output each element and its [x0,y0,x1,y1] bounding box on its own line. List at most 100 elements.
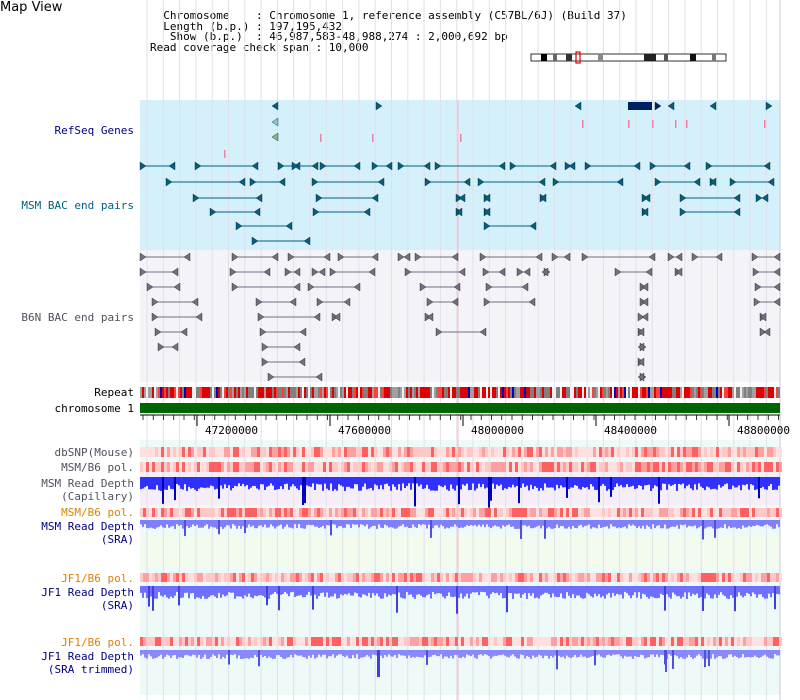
msm-sra-depth-bar [380,520,382,528]
jf1-sra-depth-bar [748,586,750,594]
msm-capillary-depth-bar [404,477,406,488]
msm-b6-pol-heat-cell [407,462,410,472]
jf1-b6-pol-heat-cell [494,573,497,582]
jf1-b6-pol-heat-cell [533,573,536,582]
msm-sra-depth-bar [674,520,676,527]
msm-capillary-depth-bar [218,477,220,499]
jf1-b6-pol-heat-cell [719,573,722,582]
repeat-segment [402,387,404,398]
jf1-sra-depth-bar [204,586,206,599]
jf1-b6-pol-trimmed-heat-cell [632,637,635,646]
jf1-b6-pol-heat-cell [476,573,479,582]
msm-sra-depth-bar [368,520,370,529]
msm-b6-pol-sra-heat-cell [350,508,353,517]
msm-sra-depth-bar [564,520,566,529]
jf1-trimmed-depth-bar [758,650,760,658]
jf1-trimmed-depth-bar [422,650,424,658]
msm-b6-pol-heat-cell [170,462,173,472]
msm-capillary-depth-bar [248,477,250,489]
jf1-depth-label[interactable]: JF1 Read Depth [4,587,134,598]
repeat-segment [432,387,434,398]
msm-b6-pol-sra-heat-cell [488,508,491,517]
msm-b6-pol-sra-heat-cell [284,508,287,517]
msm-capillary-depth-bar [754,477,756,490]
jf1-b6-pol-trimmed-heat-cell [593,637,596,646]
refseq-genes-label[interactable]: RefSeq Genes [4,125,134,136]
msm-b6-pol-sra-heat-cell [647,508,650,517]
jf1-b6-pol-trimmed-heat-cell [545,637,548,646]
repeat-segment [282,387,284,398]
ideogram-band [712,54,716,61]
jf1-sra-depth-bar [494,586,496,593]
jf1-b6-pol-heat-cell [413,573,416,582]
dbsnp-heat-cell [587,447,590,457]
jf1-b6-pol-trimmed-heat-cell [716,637,719,646]
msm-depth-sra-label[interactable]: MSM Read Depth [4,521,134,532]
msm-capillary-depth-bar [662,477,664,484]
msm-sra-depth-bar [576,520,578,528]
jf1-b6-pol-trimmed-label[interactable]: JF1/B6 pol. [4,637,134,648]
repeat-segment [486,387,488,398]
jf1-trimmed-depth-bar [254,650,256,655]
dbsnp-heat-cell [143,447,146,457]
jf1-b6-pol-heat-cell [284,573,287,582]
msm-b6-pol-heat-cell [500,462,503,472]
jf1-b6-pol-heat-cell [692,573,695,582]
jf1-trimmed-depth-bar [418,650,420,657]
jf1-sra-depth-bar [512,586,514,599]
msm-b6-pol-sra-heat-cell [281,508,284,517]
dbsnp-heat-cell [683,447,686,457]
dbsnp-heat-cell [722,447,725,457]
jf1-sra-depth-bar [472,586,474,592]
b6n-bac-label[interactable]: B6N BAC end pairs [4,312,134,323]
msm-capillary-depth-bar [708,477,710,487]
msm-b6-pol-heat-cell [443,462,446,472]
jf1-sra-depth-bar [460,586,462,594]
msm-capillary-depth-bar [302,477,304,505]
jf1-trimmed-depth-bar [382,650,384,658]
jf1-trimmed-depth-bar [304,650,306,657]
jf1-depth-trimmed-label[interactable]: JF1 Read Depth [4,651,134,662]
msm-depth-capillary-label[interactable]: MSM Read Depth [4,478,134,489]
msm-sra-depth-bar [250,520,252,527]
jf1-b6-pol-heat-cell [194,573,197,582]
msm-sra-depth-bar [240,520,242,529]
msm-b6-pol-heat-cell [362,462,365,472]
jf1-b6-pol-trimmed-heat-cell [722,637,725,646]
msm-capillary-depth-bar [190,477,192,489]
jf1-sra-depth-bar [500,586,502,593]
repeat-segment [450,387,452,398]
jf1-trimmed-depth-bar [392,650,394,657]
msm-sra-depth-bar [506,520,508,525]
jf1-sra-depth-bar [492,586,494,592]
msm-bac-label[interactable]: MSM BAC end pairs [4,200,134,211]
msm-sra-depth-bar [588,520,590,524]
jf1-b6-pol-label[interactable]: JF1/B6 pol. [4,573,134,584]
jf1-trimmed-depth-bar [566,650,568,656]
repeat-segment [464,387,466,398]
jf1-trimmed-depth-bar [654,650,656,657]
dbsnp-heat-cell [347,447,350,457]
msm-capillary-depth-bar [660,477,662,490]
repeat-segment [172,387,174,398]
dbsnp-heat-cell [377,447,380,457]
msm-capillary-depth-bar [414,477,416,506]
repeat-segment [224,387,226,398]
msm-sra-depth-bar [710,520,712,527]
jf1-trimmed-depth-bar [718,650,720,656]
msm-depth-sra-sub: (SRA) [4,534,134,545]
msm-b6-pol-heat-cell [293,462,296,472]
msm-b6-pol-heat-cell [164,462,167,472]
jf1-trimmed-depth-bar [448,650,450,658]
msm-b6-pol-heat-cell [398,462,401,472]
jf1-sra-depth-bar [710,586,712,598]
dbsnp-heat-cell [542,447,545,457]
dbsnp-label[interactable]: dbSNP(Mouse) [4,447,134,458]
msm-b6-pol-sra-label[interactable]: MSM/B6 pol. [4,507,134,518]
msm-sra-depth-bar [356,520,358,524]
msm-b6-pol-label[interactable]: MSM/B6 pol. [4,462,134,473]
msm-bac-track-bg [140,162,780,250]
jf1-trimmed-depth-bar [650,650,652,655]
msm-b6-pol-sra-heat-cell [527,508,530,517]
jf1-trimmed-depth-bar [642,650,644,655]
